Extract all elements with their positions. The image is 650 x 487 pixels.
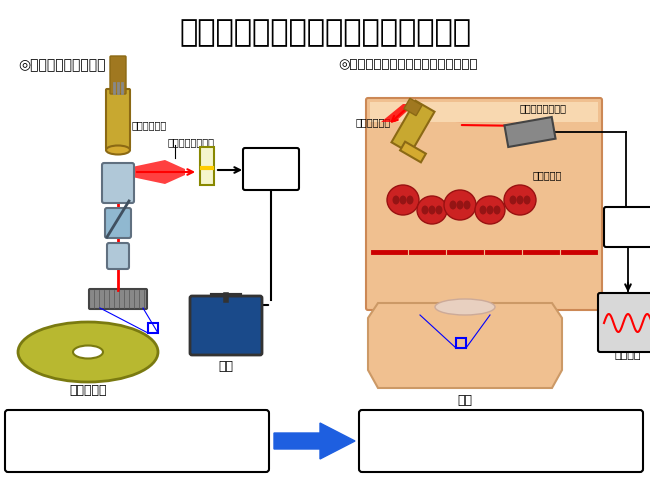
Text: 光ディスク: 光ディスク [70,383,107,396]
FancyBboxPatch shape [105,208,131,238]
Ellipse shape [400,195,406,205]
Polygon shape [455,122,532,123]
Polygon shape [504,117,556,147]
FancyBboxPatch shape [110,56,126,94]
FancyBboxPatch shape [359,410,643,472]
Text: 半導体レーザ: 半導体レーザ [132,120,167,130]
Text: ピックアップの技術を血流計へ応用: ピックアップの技術を血流計へ応用 [179,19,471,48]
Polygon shape [132,160,185,184]
Ellipse shape [73,345,103,358]
Ellipse shape [406,195,413,205]
Text: ◎光ディスクシステム: ◎光ディスクシステム [18,58,105,72]
Ellipse shape [456,201,463,209]
Ellipse shape [517,195,523,205]
FancyBboxPatch shape [106,89,130,149]
FancyBboxPatch shape [604,207,650,247]
Ellipse shape [523,195,530,205]
Ellipse shape [463,201,471,209]
FancyBboxPatch shape [598,293,650,352]
Ellipse shape [444,190,476,220]
Ellipse shape [421,206,428,214]
Text: ディスク上に刻まれた微小ビットの信号をレ
ーザ光で検出、記録データを再生: ディスク上に刻まれた微小ビットの信号をレ ーザ光で検出、記録データを再生 [15,424,148,446]
Text: 後方散乱光: 後方散乱光 [533,170,562,180]
Text: 半導体レーザ: 半導体レーザ [356,117,391,127]
Bar [148,323,158,333]
Polygon shape [400,142,426,162]
Text: 映像: 映像 [218,360,233,374]
Ellipse shape [486,206,493,214]
Ellipse shape [450,201,456,209]
Ellipse shape [18,322,158,382]
FancyBboxPatch shape [107,243,129,269]
Bar [456,338,466,348]
Polygon shape [111,92,125,148]
Bar [200,147,214,185]
FancyBboxPatch shape [190,296,262,355]
FancyBboxPatch shape [243,148,299,190]
Polygon shape [404,98,422,116]
Ellipse shape [436,206,443,214]
Text: ◎血流センサ（研究用レーザ血流計）: ◎血流センサ（研究用レーザ血流計） [338,58,478,72]
Text: 生体: 生体 [458,393,473,407]
Polygon shape [381,104,415,122]
Ellipse shape [493,206,501,214]
Text: 生体へのレーザ光照射で発生するバイオスペ
ックルを検出、皮下毛細血管網の血流を測定: 生体へのレーザ光照射で発生するバイオスペ ックルを検出、皮下毛細血管網の血流を測… [368,424,500,446]
FancyBboxPatch shape [102,163,134,203]
Text: 信号処理: 信号処理 [615,222,642,232]
Polygon shape [368,303,562,388]
Ellipse shape [393,195,400,205]
Polygon shape [391,101,435,153]
Ellipse shape [106,146,130,154]
Ellipse shape [387,185,419,215]
FancyBboxPatch shape [89,289,147,309]
Text: 血流波形: 血流波形 [615,350,642,360]
Ellipse shape [504,185,536,215]
Ellipse shape [475,196,505,224]
Ellipse shape [417,196,447,224]
Ellipse shape [428,206,436,214]
Bar [370,102,598,122]
Polygon shape [274,423,355,459]
FancyBboxPatch shape [366,98,602,310]
Text: 信号処理: 信号処理 [258,164,284,174]
Text: フォトダイオード: フォトダイオード [168,137,215,147]
Ellipse shape [510,195,517,205]
Ellipse shape [435,299,495,315]
Text: フォトダイオード: フォトダイオード [520,103,567,113]
Ellipse shape [480,206,486,214]
FancyBboxPatch shape [5,410,269,472]
